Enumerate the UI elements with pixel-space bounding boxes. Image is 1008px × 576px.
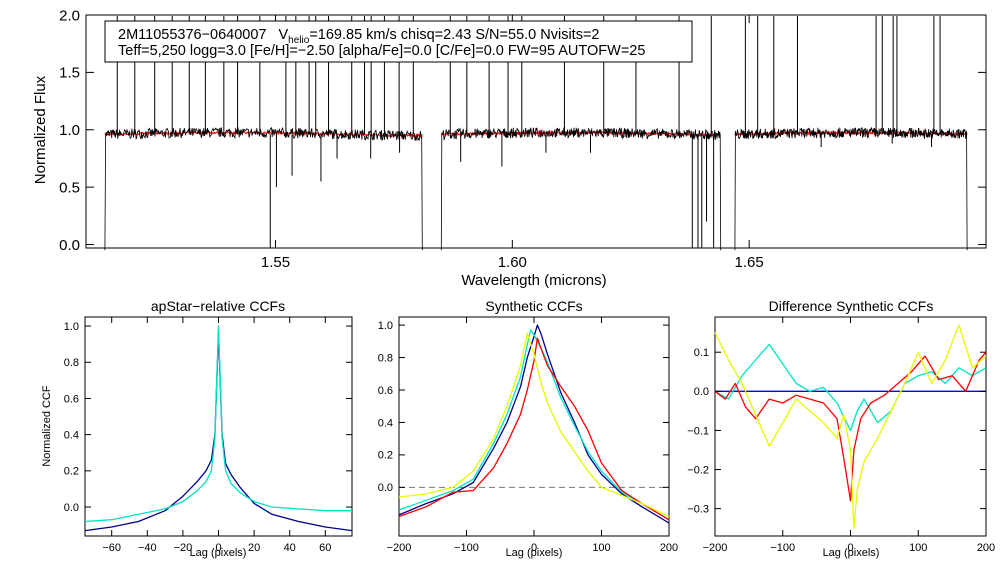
ccf-difference-y-tick-label: −0.3 [687,503,709,515]
ccf-difference-x-tick-label: 100 [909,542,927,554]
ccf-apstar-y-label: Normalized CCF [41,385,53,467]
ccf-apstar-x-tick-label: 60 [319,542,331,554]
spectrum-panel: 1.55 1.60 1.65 0.0 0.5 1.0 1.5 2.0 Wavelength (… [32,7,987,289]
ccf-apstar-y-tick-label: 0.0 [64,502,79,514]
ccf-difference-x-tick-label: 200 [977,542,995,554]
ccf-apstar-y-tick-label: 0.6 [64,393,79,405]
spectrum-annotation-box: 2M11055376−0640007 Vhelio=169.85 km/s chi… [104,20,693,63]
ccf-apstar-y-tick-label: 0.2 [64,466,79,478]
ccf-synthetic-y-tick-label: 0.2 [378,450,393,462]
ccf-difference-axes-frame [714,316,987,537]
ccf-apstar-title: apStar−relative CCFs [151,298,285,314]
ccf-synthetic-x-tick-label: 100 [592,542,610,554]
ccf-synthetic-tick-layer: −200 −100 0 100 200 0.0 0.2 0.4 0.6 0.8 1.0 [378,317,678,554]
ccf-apstar-y-tick-label: 0.8 [64,357,79,369]
ccf-apstar-tick-layer: −60 −40 −20 0 20 40 60 0.0 0.2 0.4 0.6 0.8 1.0 [64,317,352,554]
spectrum-observed-chip-2 [440,127,722,251]
spectrum-observed-chip-3 [734,126,968,251]
ccf-synthetic-series-blue [398,324,670,524]
ccf-difference-tick-layer: −200 −100 0 100 200 −0.3 −0.2 −0.1 0.0 0.1 [687,317,995,554]
ccf-difference-y-tick-label: −0.2 [687,464,709,476]
spectrum-y-label: Normalized Flux [32,75,49,184]
ccf-difference-panel: Difference Synthetic CCFs −200 −100 0 100 20… [687,298,995,559]
ccf-difference-data-layer [714,324,987,529]
spectrum-x-tick-label: 1.55 [261,254,290,271]
spectrum-y-tick-label: 1.5 [59,65,80,82]
ccf-apstar-x-tick-label: 0 [215,542,221,554]
spectrum-y-tick-label: 2.0 [59,7,80,24]
ccf-synthetic-x-label: Lag (pixels) [506,547,563,559]
annotation-object-id: 2M11055376−0640007 [118,27,267,43]
ccf-apstar-x-tick-label: 40 [284,542,296,554]
annotation-v-symbol: V [279,27,289,43]
ccf-difference-y-tick-label: 0.0 [694,386,709,398]
ccf-synthetic-y-tick-label: 0.4 [378,417,393,429]
ccf-synthetic-panel: Synthetic CCFs −200 −100 0 100 200 0.0 0.2 0.4 0… [378,298,678,559]
spectrum-x-label: Wavelength (microns) [461,272,606,289]
ccf-apstar-y-tick-label: 1.0 [64,321,79,333]
ccf-difference-x-label: Lag (pixels) [823,547,880,559]
ccf-apstar-data-layer [84,325,353,532]
ccf-apstar-x-tick-label: −60 [102,542,121,554]
ccf-synthetic-y-tick-label: 0.8 [378,352,393,364]
ccf-difference-series-red [714,351,987,502]
ccf-difference-x-tick-label: −100 [770,542,795,554]
annotation-box-frame [104,20,693,63]
ccf-apstar-y-tick-label: 0.4 [64,429,79,441]
spectrum-y-tick-label: 0.0 [59,237,80,254]
ccf-synthetic-y-tick-label: 0.0 [378,482,393,494]
ccf-synthetic-series-red [398,337,670,521]
ccf-synthetic-y-tick-label: 0.6 [378,385,393,397]
ccf-synthetic-series-cyan [398,329,670,521]
spectrum-tick-layer: 1.55 1.60 1.65 0.0 0.5 1.0 1.5 2.0 [59,7,986,271]
ccf-difference-x-tick-label: −200 [703,542,728,554]
ccf-synthetic-x-tick-label: −100 [454,542,479,554]
ccf-apstar-series-visit-1 [84,330,353,532]
ccf-difference-y-tick-label: 0.1 [694,347,709,359]
ccf-synthetic-series-yellow [398,332,670,518]
spectrum-x-tick-label: 1.60 [498,254,527,271]
ccf-synthetic-title: Synthetic CCFs [485,298,582,314]
ccf-difference-y-tick-label: −0.1 [687,425,709,437]
ccf-synthetic-x-tick-label: −200 [387,542,412,554]
ccf-apstar-x-tick-label: −40 [138,542,157,554]
spectrum-observed-chip-1 [104,127,423,251]
ccf-apstar-x-tick-label: −20 [174,542,193,554]
ccf-difference-series-cyan [714,343,987,432]
ccf-apstar-series-visit-2 [84,325,352,523]
spectrum-x-tick-label: 1.65 [735,254,764,271]
annotation-v-subscript: helio [288,35,310,46]
ccf-synthetic-data-layer [398,324,670,524]
ccf-synthetic-x-tick-label: 200 [660,542,678,554]
ccf-synthetic-y-tick-label: 1.0 [378,320,393,332]
ccf-apstar-panel: apStar−relative CCFs −60 −40 −20 0 20 40 60 0.0… [41,298,353,559]
ccf-difference-title: Difference Synthetic CCFs [769,298,934,314]
annotation-line-2: Teff=5,250 logg=3.0 [Fe/H]=−2.50 [alpha/… [118,43,645,59]
ccf-difference-series-yellow [714,324,987,529]
spectrum-y-tick-label: 0.5 [59,179,80,196]
ccf-apstar-x-label: Lag (pixels) [190,547,247,559]
annotation-line-1: 2M11055376−0640007 Vhelio=169.85 km/s chi… [118,27,599,46]
annotation-line-1-rest: =169.85 km/s chisq=2.43 S/N=55.0 Nvisits… [309,27,599,43]
ccf-difference-x-tick-label: 0 [847,542,853,554]
spectrum-axes-frame [85,14,987,249]
ccf-synthetic-x-tick-label: 0 [531,542,537,554]
ccf-synthetic-axes-frame [398,316,670,537]
ccf-apstar-x-tick-label: 20 [248,542,260,554]
spectrum-y-tick-label: 1.0 [59,122,80,139]
